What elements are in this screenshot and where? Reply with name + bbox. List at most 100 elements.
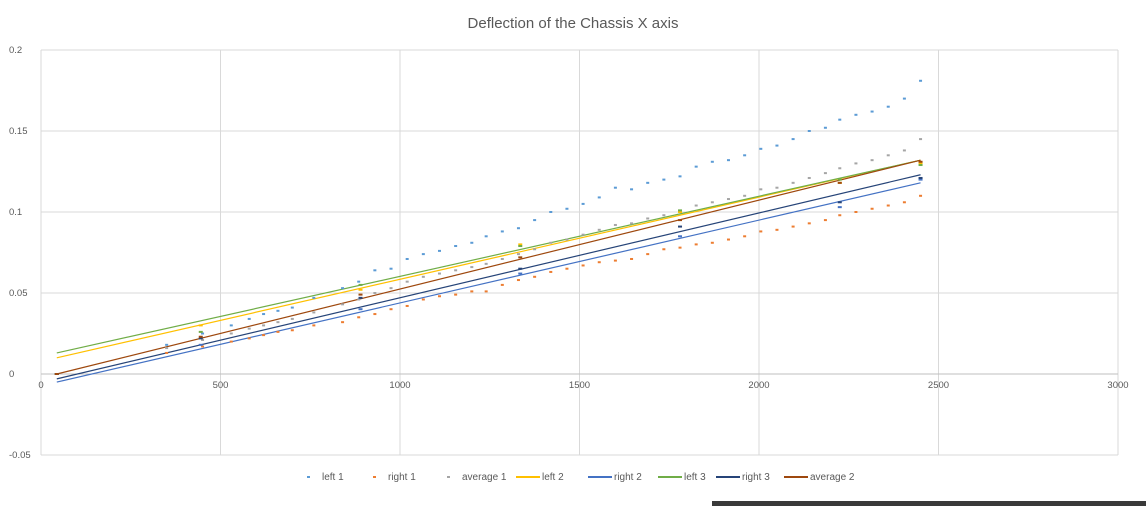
data-point-right-1 [516, 279, 520, 282]
data-point-average-1 [290, 317, 294, 320]
data-point-left-1 [276, 309, 280, 312]
legend-marker [794, 476, 798, 478]
data-point-left-1 [373, 269, 377, 272]
data-point-average-1 [357, 298, 361, 301]
data-point-average-1 [312, 311, 316, 314]
data-point-left-2 [518, 243, 523, 246]
data-point-right-3 [918, 176, 923, 179]
data-point-left-3 [358, 283, 363, 286]
data-point-right-1 [276, 330, 280, 333]
data-point-right-2 [678, 235, 683, 238]
data-point-left-1 [470, 241, 474, 244]
data-point-average-1 [854, 162, 858, 165]
data-point-right-1 [743, 235, 747, 238]
data-point-average-1 [276, 321, 280, 324]
data-point-right-1 [854, 211, 858, 213]
data-point-average-1 [373, 292, 377, 294]
data-point-right-1 [886, 204, 890, 207]
data-point-right-1 [662, 248, 666, 251]
data-point-right-1 [870, 207, 874, 210]
data-point-average-1 [165, 347, 169, 350]
y-tick-label: 0.1 [9, 207, 22, 218]
data-point-average-1 [341, 303, 345, 306]
data-point-average-1 [262, 324, 266, 327]
data-point-right-1 [807, 222, 811, 225]
data-point-right-1 [759, 230, 763, 233]
legend-label: average 2 [810, 472, 855, 483]
data-point-left-1 [646, 181, 650, 184]
data-point-left-1 [389, 267, 393, 270]
y-tick-label: 0.15 [9, 126, 28, 137]
data-point-left-1 [710, 160, 714, 163]
legend-label: right 2 [614, 472, 642, 483]
data-point-average-1 [613, 223, 617, 226]
data-point-left-1 [775, 144, 779, 147]
data-point-left-1 [341, 287, 345, 290]
data-point-average-1 [533, 248, 537, 251]
data-point-left-1 [581, 202, 585, 205]
data-point-left-1 [902, 97, 906, 100]
x-tick-label: 1500 [569, 380, 590, 391]
data-point-left-1 [165, 343, 169, 346]
legend-marker [373, 476, 376, 478]
data-point-right-1 [919, 194, 923, 197]
data-point-left-1 [743, 154, 747, 157]
data-point-left-1 [201, 332, 205, 335]
data-point-right-1 [201, 345, 205, 348]
data-point-left-1 [405, 257, 409, 260]
data-point-average-1 [919, 138, 923, 141]
data-point-average-2 [198, 335, 203, 338]
data-point-average-1 [662, 214, 666, 217]
data-point-right-2 [918, 178, 923, 181]
x-tick-label: 500 [213, 380, 229, 391]
data-point-average-1 [710, 201, 714, 204]
data-point-average-1 [549, 241, 553, 244]
legend-label: left 1 [322, 472, 344, 483]
data-point-left-1 [247, 317, 251, 320]
data-point-average-1 [201, 338, 205, 341]
data-point-average-1 [743, 194, 747, 197]
data-point-right-1 [597, 261, 601, 264]
data-point-right-1 [389, 308, 393, 311]
data-point-left-3 [837, 178, 842, 181]
data-point-right-1 [373, 313, 377, 316]
data-point-average-1 [470, 266, 474, 269]
trendline-right-3 [56, 174, 921, 380]
data-point-left-3 [678, 209, 683, 212]
data-point-average-1 [807, 176, 811, 179]
data-point-right-1 [229, 340, 233, 343]
data-point-average-1 [759, 188, 763, 191]
data-point-left-1 [290, 306, 294, 309]
data-point-left-1 [791, 138, 795, 141]
data-point-left-3 [198, 330, 203, 333]
data-point-left-1 [565, 207, 569, 210]
data-point-left-1 [662, 178, 666, 181]
data-point-right-1 [549, 270, 553, 273]
data-point-average-2 [678, 219, 683, 222]
data-point-left-1 [421, 253, 425, 256]
data-point-average-1 [437, 272, 441, 275]
data-point-left-2 [198, 324, 203, 327]
legend-marker [447, 476, 450, 478]
data-point-left-1 [516, 227, 520, 230]
data-point-left-1 [357, 280, 361, 283]
data-point-average-1 [646, 217, 650, 220]
data-point-average-1 [838, 167, 842, 170]
data-point-average-1 [484, 262, 488, 265]
y-tick-label: -0.05 [9, 450, 31, 461]
legend-label: left 2 [542, 472, 564, 483]
data-point-right-2 [837, 206, 842, 209]
data-point-right-3 [358, 296, 363, 299]
data-point-right-1 [500, 283, 504, 286]
data-point-left-1 [630, 188, 634, 191]
data-point-left-1 [823, 126, 827, 129]
data-point-average-1 [581, 233, 585, 236]
x-tick-label: 2500 [928, 380, 949, 391]
data-point-right-2 [358, 308, 363, 311]
data-point-right-1 [630, 257, 634, 260]
data-point-average-1 [823, 172, 827, 175]
legend-marker [598, 476, 602, 478]
data-point-left-1 [919, 79, 923, 82]
data-point-left-1 [726, 159, 730, 162]
data-point-left-2 [678, 211, 683, 213]
